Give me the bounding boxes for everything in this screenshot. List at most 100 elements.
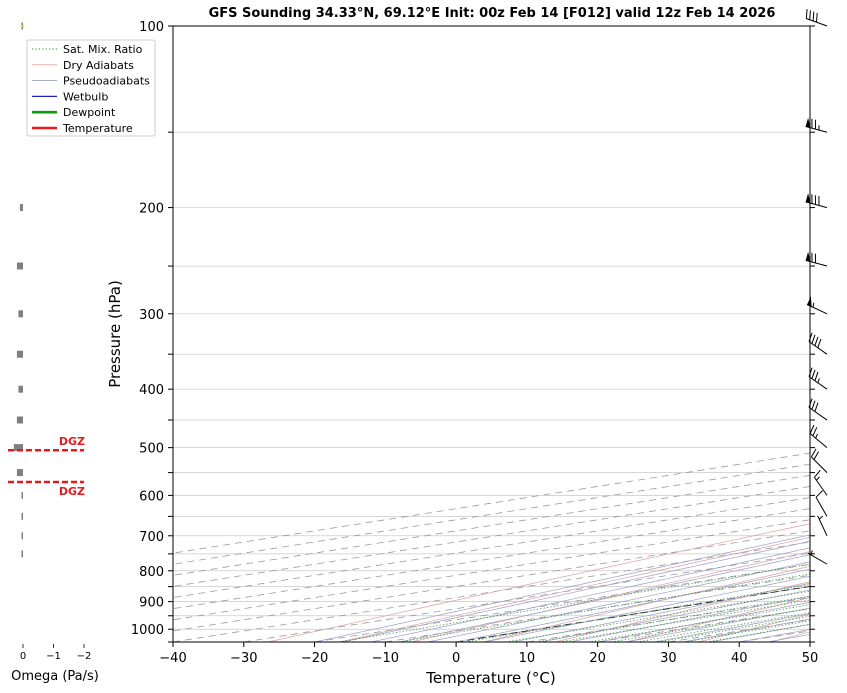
x-tick-label: −20 (301, 651, 328, 666)
wind-barb-half (817, 378, 820, 383)
x-tick-label: 0 (452, 651, 460, 666)
legend-label: Wetbulb (63, 90, 108, 103)
pseudoadiabat-line (399, 554, 810, 642)
isotherm-line (173, 486, 810, 587)
pseudoadiabat-line (540, 589, 810, 642)
wind-barb-full (809, 424, 815, 434)
wind-barb (809, 424, 828, 449)
wind-barb-half (812, 302, 815, 308)
dry-adiabat-line (483, 565, 810, 642)
omega-tick-label: −1 (46, 651, 61, 662)
y-tick-label: 1000 (131, 623, 164, 638)
wind-barb-full (808, 332, 813, 342)
wind-barb-staff (808, 341, 828, 355)
wind-barb-full (814, 402, 819, 412)
wind-barb-flag (805, 193, 811, 204)
isotherm-line (173, 474, 810, 576)
pseudoadiabat-line (371, 547, 810, 642)
omega-bar (18, 310, 23, 318)
wind-barb-staff (805, 126, 828, 133)
isotherm-line (809, 641, 810, 642)
zero-isotherm-line (456, 585, 810, 642)
dgz-label: DGZ (59, 485, 85, 498)
omega-tick-label: 0 (20, 651, 26, 662)
y-tick-label: 300 (139, 308, 164, 323)
omega-axis-label: Omega (Pa/s) (11, 669, 99, 684)
mixing-ratio-line (611, 608, 810, 642)
x-axis-label: Temperature (°C) (425, 669, 555, 687)
wind-barb (808, 398, 828, 421)
wind-barb-full (808, 367, 813, 377)
isotherm-line (173, 452, 810, 554)
wind-barb-full (805, 9, 808, 19)
y-tick-label: 500 (139, 442, 164, 457)
dry-adiabat-line (770, 631, 810, 642)
isotherm-line (173, 541, 810, 642)
wind-barb-full (817, 338, 822, 348)
wind-barb-full (814, 469, 821, 478)
pseudoadiabat-line (427, 561, 810, 642)
wind-barb (805, 251, 828, 267)
y-tick-label: 900 (139, 596, 164, 611)
mixing-ratio-line (684, 620, 810, 642)
wind-barbs (805, 9, 828, 565)
omega-bar (19, 204, 23, 212)
pseudoadiabat-line (484, 575, 810, 642)
wind-barb-full (811, 369, 816, 379)
y-tick-label: 600 (139, 489, 164, 504)
wind-barb (817, 515, 828, 536)
isotherm-line (173, 530, 810, 632)
wind-barb-half (815, 433, 819, 439)
x-tick-label: 10 (519, 651, 536, 666)
pseudoadiabat-line (512, 582, 810, 642)
omega-bar (13, 444, 23, 452)
wind-barb (815, 490, 828, 517)
wind-barb-flag (805, 117, 811, 128)
wind-barb-full (812, 427, 818, 437)
wind-barb-full (812, 11, 815, 21)
x-tick-label: −40 (159, 651, 186, 666)
y-tick-label: 100 (139, 20, 164, 35)
plot-frame (172, 25, 811, 643)
dry-adiabat-line (267, 523, 810, 642)
y-tick-label: 800 (139, 565, 164, 580)
wind-barb-staff (807, 552, 828, 565)
dry-adiabat-line (339, 537, 810, 642)
pseudoadiabat-line (569, 595, 810, 642)
legend-label: Dewpoint (63, 106, 116, 119)
omega-bar (16, 416, 23, 424)
isotherm-line (173, 508, 810, 610)
wind-barb-full (816, 12, 818, 23)
isotherm-line (456, 586, 810, 642)
omega-tick-label: −2 (77, 651, 92, 662)
isotherm-line (526, 597, 810, 642)
omega-bar (16, 350, 23, 358)
omega-bar (21, 491, 23, 499)
pseudoadiabat-line (342, 540, 810, 642)
y-axis-label: Pressure (hPa) (106, 280, 124, 388)
pseudoadiabat-line (682, 618, 810, 642)
wind-barb-staff (815, 497, 828, 517)
y-tick-label: 200 (139, 202, 164, 217)
wind-barb-full (814, 336, 819, 346)
wind-barb-half (818, 515, 824, 520)
legend-label: Sat. Mix. Ratio (63, 43, 143, 56)
wind-barb-staff (808, 376, 828, 390)
wind-barb (813, 469, 828, 496)
wind-barb (808, 332, 828, 355)
omega-bar (16, 262, 23, 270)
wind-barb-staff (805, 259, 828, 267)
x-tick-label: 50 (802, 651, 819, 666)
wind-barb-staff (805, 201, 828, 209)
isotherm-line (173, 519, 810, 621)
pseudoadiabat-line (710, 623, 810, 642)
omega-panel: 0 −1 −2 DGZ DGZ (8, 22, 92, 662)
y-tick-label: 700 (139, 530, 164, 545)
omega-top-marker (22, 25, 24, 27)
pseudoadiabat-line (654, 613, 810, 642)
omega-bar (21, 550, 23, 558)
x-tick-label: −10 (372, 651, 399, 666)
isotherm-line (668, 619, 810, 642)
legend-label: Pseudoadiabats (63, 75, 150, 88)
wind-barb (810, 448, 828, 473)
